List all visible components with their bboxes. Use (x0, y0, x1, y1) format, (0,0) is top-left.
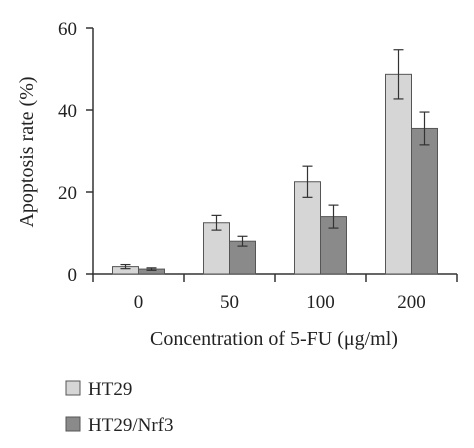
legend-swatch (65, 380, 81, 396)
legend-swatch (65, 416, 81, 432)
x-tick-label: 0 (134, 292, 144, 313)
legend-label: HT29 (88, 379, 132, 400)
x-tick-label: 50 (220, 292, 239, 313)
bar (411, 127, 438, 275)
x-tick-label: 100 (306, 292, 335, 313)
bar (385, 73, 412, 275)
x-tick-label: 200 (397, 292, 426, 313)
y-tick-label: 40 (58, 101, 77, 122)
y-tick-label: 60 (58, 19, 77, 40)
y-tick-label: 0 (68, 265, 78, 286)
y-tick-label: 20 (58, 183, 77, 204)
legend: HT29 HT29/Nrf3 (65, 379, 173, 436)
x-axis-title: Concentration of 5-FU (μg/ml) (150, 328, 398, 350)
plot-area: 0 20 40 60 0 50 100 200 (58, 19, 458, 313)
legend-label: HT29/Nrf3 (88, 415, 173, 436)
y-axis-title: Apoptosis rate (%) (16, 76, 38, 227)
